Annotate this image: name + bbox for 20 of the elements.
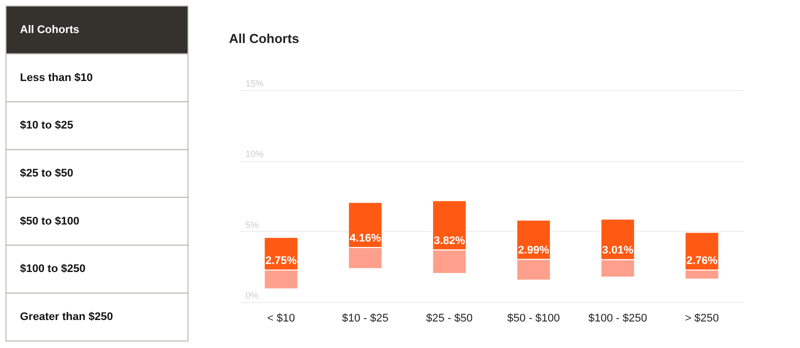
annotation: 3.82% xyxy=(434,234,466,247)
chart-title: All Cohorts xyxy=(229,31,300,46)
text: All Cohorts xyxy=(20,24,80,36)
x-tick-label: $50 - $100 xyxy=(507,312,560,324)
annotation: 2.99% xyxy=(518,244,550,256)
annotation: 2.75% xyxy=(265,255,297,268)
annotation: 2.76% xyxy=(686,255,718,268)
text: Greater than $250 xyxy=(20,311,113,324)
annotation: 4.16% xyxy=(350,232,382,244)
x-tick-label: $100 - $250 xyxy=(588,312,648,324)
annotation: 3.01% xyxy=(602,244,634,257)
x-tick-label: $10 - $25 xyxy=(342,312,388,324)
text: $25 to $50 xyxy=(20,168,74,180)
x-tick-label: $25 - $50 xyxy=(426,312,473,324)
text: $50 to $100 xyxy=(20,215,80,228)
text: Less than $10 xyxy=(20,72,93,84)
text: $100 to $250 xyxy=(20,263,86,276)
x-tick-label: < $10 xyxy=(267,312,296,324)
x-tick-label: > $250 xyxy=(684,312,719,324)
text: $10 to $25 xyxy=(20,120,74,132)
